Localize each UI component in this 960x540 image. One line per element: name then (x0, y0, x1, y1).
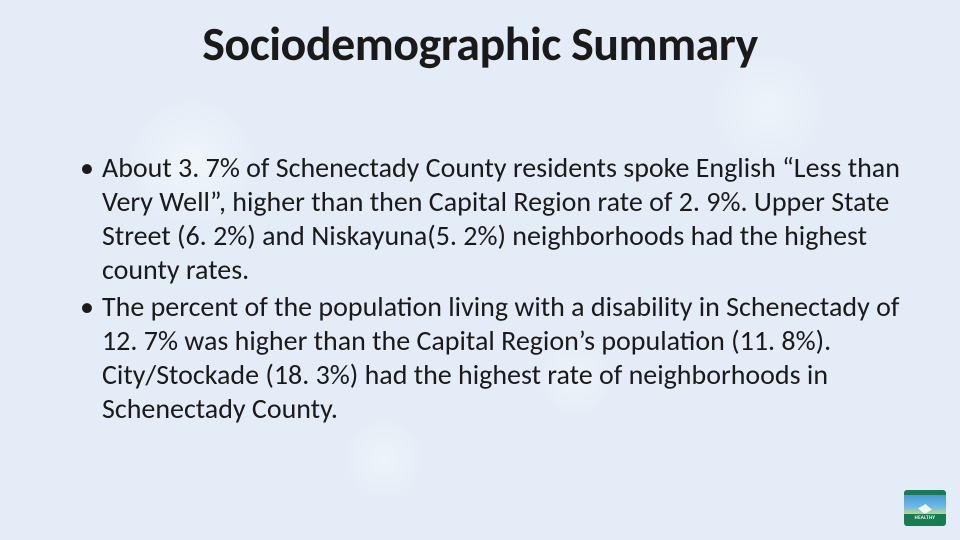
logo-graphic (904, 495, 946, 515)
slide-title: Sociodemographic Summary (0, 0, 960, 73)
logo-label: HEALTHY (915, 514, 936, 521)
footer-logo: HEALTHY (904, 490, 946, 526)
bullet-item: The percent of the population living wit… (80, 290, 900, 427)
bullet-item: About 3. 7% of Schenectady County reside… (80, 151, 900, 288)
bullet-list: About 3. 7% of Schenectady County reside… (0, 151, 960, 426)
slide: Sociodemographic Summary About 3. 7% of … (0, 0, 960, 540)
